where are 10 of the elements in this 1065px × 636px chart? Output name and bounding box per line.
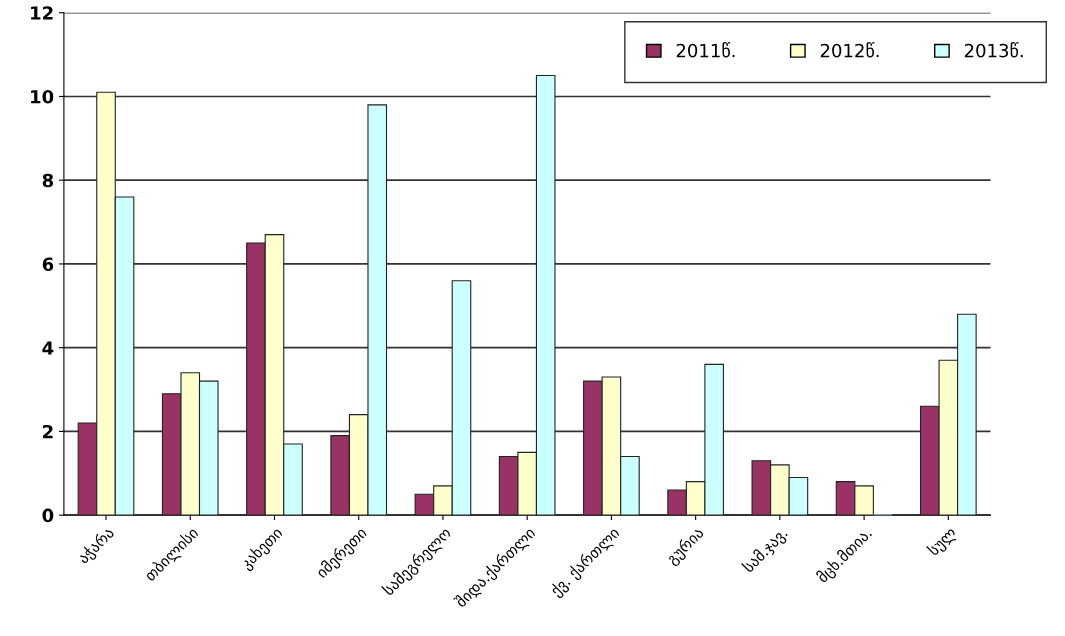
y-tick-label: 2 xyxy=(43,424,53,439)
legend-label: 2012წ. xyxy=(820,42,879,58)
y-tick-label: 10 xyxy=(31,89,54,104)
y-tick-label: 4 xyxy=(42,341,54,355)
y-tick-label: 12 xyxy=(31,6,53,20)
legend-label: 2011წ. xyxy=(676,42,735,58)
legend-label: 2013წ. xyxy=(964,42,1023,58)
y-tick-label: 8 xyxy=(42,173,54,188)
y-tick-label: 6 xyxy=(42,257,54,272)
y-tick-label: 0 xyxy=(42,508,54,523)
